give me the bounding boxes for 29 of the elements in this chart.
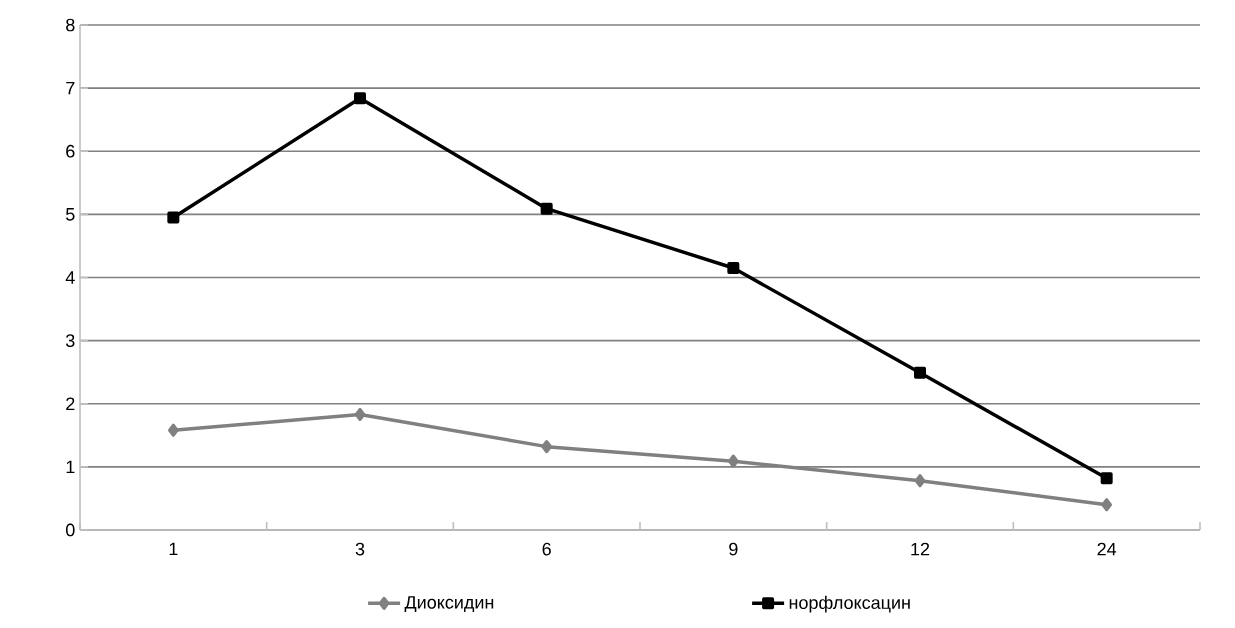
point	[167, 211, 180, 224]
y-tick-label: 6	[66, 144, 75, 158]
point	[727, 262, 740, 275]
point	[354, 92, 367, 105]
x-tick-label: 12	[911, 542, 930, 556]
x-tick-label: 3	[355, 542, 365, 556]
point	[354, 407, 366, 422]
point	[1101, 498, 1113, 512]
point	[914, 474, 926, 488]
y-tick-label: 8	[66, 18, 75, 32]
x-tick-label: 1	[169, 542, 178, 556]
point	[541, 440, 553, 454]
y-tick-label: 2	[66, 397, 75, 411]
y-tick-label: 0	[66, 523, 75, 537]
point	[168, 423, 179, 437]
y-tick-label: 4	[65, 271, 75, 284]
x-tick-label: 24	[1097, 542, 1117, 556]
y-tick-label: 7	[66, 81, 75, 95]
x-tick-label: 6	[542, 542, 551, 556]
y-tick-label: 1	[66, 460, 75, 474]
point	[540, 202, 553, 215]
point	[913, 366, 927, 379]
x-tick-label: 9	[729, 542, 738, 556]
point	[1100, 472, 1113, 485]
y-tick-label: 3	[65, 334, 75, 347]
y-tick-label: 5	[66, 208, 75, 221]
legend-label: норфлоксацин	[789, 595, 910, 613]
point	[727, 454, 739, 468]
legend-label: Диоксидин	[404, 596, 494, 613]
